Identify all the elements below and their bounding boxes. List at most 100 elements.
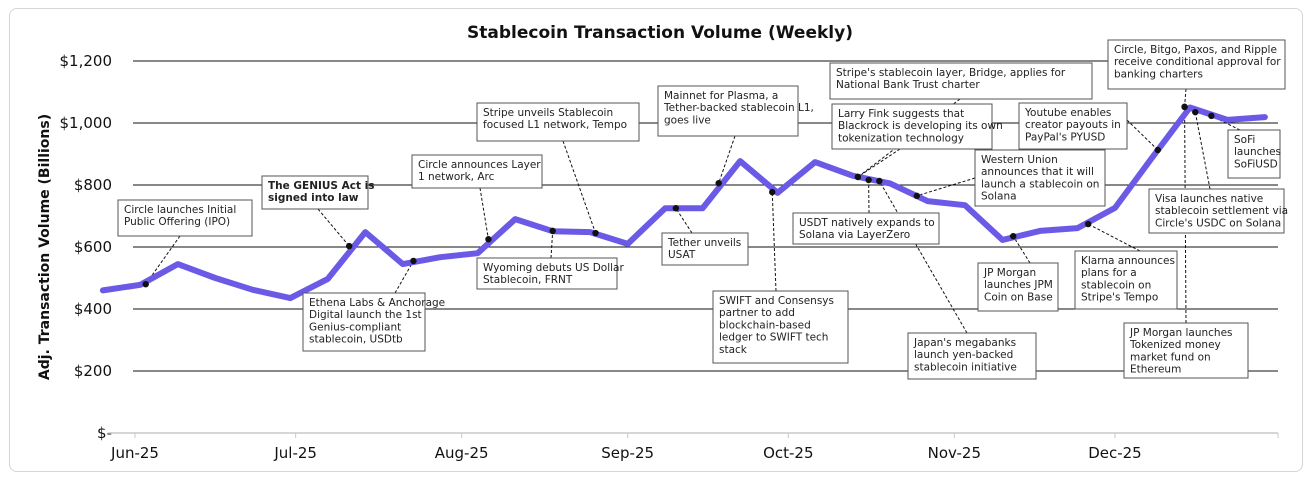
x-tick-label: Aug-25: [435, 444, 489, 462]
annotation-text: Mainnet for Plasma, a: [664, 90, 778, 102]
annotation-box: [117, 199, 253, 237]
series-line: [99, 104, 1268, 302]
y-tick-label: $600: [74, 238, 112, 256]
annotation-text: SWIFT and Consensys: [719, 295, 834, 307]
annotation-marker: [1208, 112, 1215, 120]
annotation-marker: [913, 192, 921, 200]
annotation-text: SoFiUSD: [1234, 158, 1278, 170]
annotation-text: Tokenized money: [1129, 339, 1221, 351]
annotation-marker: [1154, 146, 1162, 154]
annotation-leader: [550, 230, 554, 259]
annotation-leader: [718, 135, 736, 184]
annotation-box: [1227, 129, 1281, 179]
annotation-text: market fund on: [1130, 351, 1211, 363]
annotation-text: stack: [719, 344, 748, 356]
annotation-text: Digital launch the 1st: [309, 309, 422, 321]
annotation-box: [476, 102, 640, 142]
annotation-text: Solana via LayerZero: [799, 229, 910, 241]
x-tick-label: Oct-25: [763, 444, 813, 462]
annotation-leader: [394, 260, 414, 294]
annotation-box: [831, 103, 993, 150]
annotation-marker: [549, 227, 556, 235]
annotation-text: stablecoin on: [1081, 279, 1151, 291]
annotation: Circle, Bitgo, Paxos, and Ripplereceive …: [1107, 39, 1286, 90]
annotation-marker: [592, 229, 599, 237]
annotation-text: PayPal's PYUSD: [1025, 131, 1105, 143]
annotation-box: [1148, 188, 1285, 234]
annotation-text: goes live: [664, 114, 711, 126]
annotation-box: [1018, 102, 1128, 150]
annotation-text: blockchain-based: [719, 319, 811, 331]
annotation-marker: [876, 177, 883, 185]
annotation-box: [1107, 39, 1286, 90]
annotation-marker: [865, 176, 872, 184]
annotation-box: [302, 292, 426, 352]
annotation-leader: [1194, 112, 1211, 190]
annotation-text: Tether unveils: [667, 237, 741, 249]
annotation-text: partner to add: [719, 307, 795, 319]
annotation-box: [476, 257, 618, 290]
annotation-leader: [317, 208, 350, 247]
y-tick-label: $400: [74, 300, 112, 318]
annotation-marker: [142, 281, 149, 288]
annotation-text: USDT natively expands to: [799, 217, 935, 229]
annotation-text: receive conditional approval for: [1114, 56, 1281, 68]
annotation-marker: [715, 179, 722, 187]
annotation-text: Blackrock is developing its own: [838, 120, 1003, 132]
annotation-text: launches JPM: [984, 279, 1053, 291]
annotation-leader: [857, 148, 901, 178]
annotation-box: [1123, 322, 1249, 379]
annotation-leader: [771, 192, 777, 292]
annotation-box: [712, 290, 849, 364]
annotation-text: launch yen-backed: [914, 349, 1013, 361]
annotation-marker: [410, 257, 417, 265]
annotation-text: Public Offering (IPO): [124, 216, 230, 228]
y-tick-label: $800: [74, 176, 112, 194]
annotation-leader: [562, 140, 597, 234]
annotation-text: stablecoin settlement via: [1155, 205, 1288, 217]
annotation-box: [657, 85, 799, 137]
annotation-text: ledger to SWIFT tech: [719, 332, 828, 344]
annotation-leader: [479, 187, 489, 240]
annotation-leader: [916, 177, 976, 197]
annotation-leader: [1184, 106, 1187, 324]
annotation-text: Ethereum: [1130, 364, 1181, 376]
annotation-marker: [1192, 108, 1199, 116]
annotation-marker: [854, 173, 862, 181]
annotation-box: [792, 212, 940, 245]
annotation-text: stablecoin, USDtb: [309, 334, 403, 346]
annotation-text: Coin on Base: [984, 291, 1053, 303]
annotation: Stripe's stablecoin layer, Bridge, appli…: [829, 62, 1093, 100]
annotation-leader: [675, 207, 693, 234]
annotation-leader: [1126, 119, 1159, 151]
annotation-text: banking charters: [1114, 68, 1203, 80]
annotation-text: JP Morgan: [983, 267, 1036, 279]
annotation-box: [974, 149, 1106, 207]
annotation-text: Genius-compliant: [309, 321, 401, 333]
annotation-leader: [1184, 88, 1187, 107]
annotation-text: tokenization technology: [838, 132, 964, 144]
annotation-text: launches: [1234, 146, 1281, 158]
annotation-text: Visa launches native: [1155, 193, 1263, 205]
annotation-marker: [672, 205, 680, 212]
annotation-text: focused L1 network, Tempo: [483, 119, 627, 131]
annotation-leader: [1012, 235, 1031, 264]
annotation-box: [261, 175, 369, 210]
annotation-box: [829, 62, 1093, 100]
annotation-text: stablecoin initiative: [914, 361, 1017, 373]
annotation-marker: [1010, 232, 1017, 240]
annotation-box: [1074, 250, 1178, 310]
annotation-marker: [769, 188, 776, 196]
annotation-text: Larry Fink suggests that: [838, 108, 964, 120]
